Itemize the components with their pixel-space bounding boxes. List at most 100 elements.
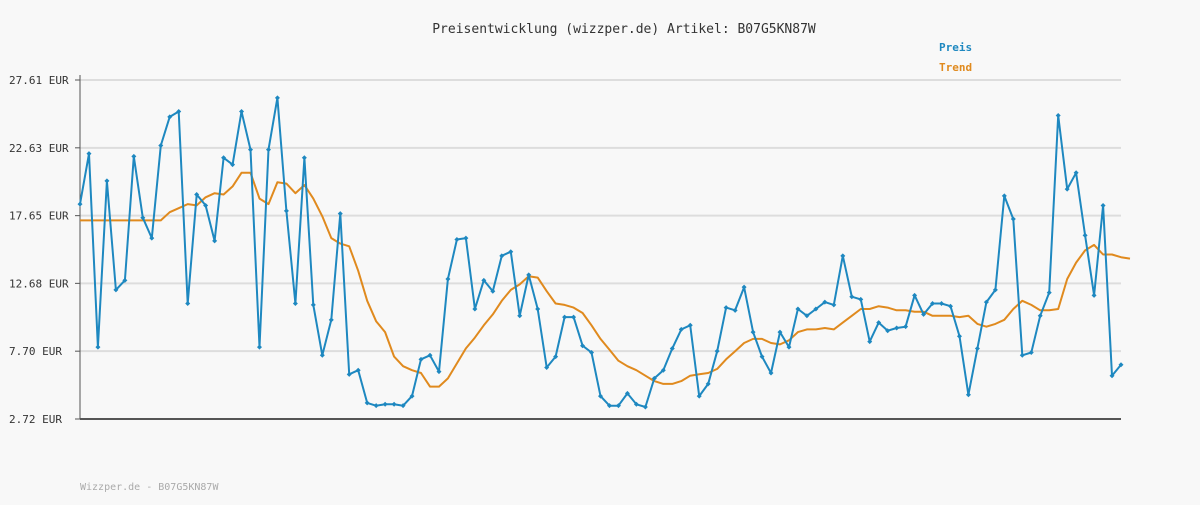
price-point [319, 352, 325, 358]
legend-preis: Preis [939, 41, 972, 54]
price-point [517, 313, 523, 319]
price-point [777, 329, 783, 335]
price-point [292, 301, 298, 307]
price-point [140, 215, 146, 221]
price-point [553, 354, 559, 360]
price-point [355, 367, 361, 373]
price-point [580, 343, 586, 349]
price-point [436, 369, 442, 375]
price-point [454, 236, 460, 242]
price-point [642, 404, 648, 410]
y-tick-label: 27.61 EUR [9, 74, 69, 87]
price-point [221, 155, 227, 161]
footer-text: Wizzper.de - B07G5KN87W [80, 482, 219, 493]
price-point [921, 311, 927, 317]
price-point [1100, 202, 1106, 208]
price-point [1118, 362, 1124, 368]
price-point [804, 313, 810, 319]
price-point [113, 287, 119, 293]
legend-trend: Trend [939, 61, 972, 74]
price-point [660, 367, 666, 373]
price-point [481, 277, 487, 283]
price-point [723, 305, 729, 311]
price-point [1064, 186, 1070, 192]
price-point [858, 296, 864, 302]
price-point [759, 354, 765, 360]
price-point [86, 151, 92, 157]
price-point [310, 302, 316, 308]
price-point [364, 400, 370, 406]
price-point [346, 371, 352, 377]
price-point [795, 306, 801, 312]
price-point [876, 320, 882, 326]
y-tick-label: 17.65 EUR [9, 210, 69, 223]
price-point [203, 202, 209, 208]
price-point [885, 328, 891, 334]
price-point [992, 287, 998, 293]
price-point [230, 162, 236, 168]
price-point [283, 208, 289, 214]
price-point [463, 235, 469, 241]
price-point [185, 301, 191, 307]
price-point [409, 393, 415, 399]
price-point [337, 211, 343, 217]
price-point [956, 333, 962, 339]
price-point [535, 306, 541, 312]
price-point [867, 339, 873, 345]
price-point [1046, 290, 1052, 296]
price-point [732, 307, 738, 313]
price-point [651, 375, 657, 381]
price-point [1028, 350, 1034, 356]
y-tick-label: 2.72 EUR [9, 413, 62, 426]
y-axis-labels: 27.61 EUR 22.63 EUR 17.65 EUR 12.68 EUR 7.70… [9, 74, 69, 426]
price-point [95, 344, 101, 350]
price-point [239, 108, 245, 114]
price-point [831, 302, 837, 308]
price-point [1001, 193, 1007, 199]
price-point [256, 344, 262, 350]
price-point [274, 95, 280, 101]
price-point [598, 393, 603, 399]
price-point [427, 352, 433, 358]
price-point [822, 299, 828, 305]
price-point [1019, 352, 1025, 358]
price-point [382, 401, 388, 407]
price-point [912, 292, 918, 298]
y-tick-label: 12.68 EUR [9, 277, 69, 290]
price-point [786, 344, 792, 350]
price-point [983, 299, 989, 305]
price-point [903, 324, 909, 330]
price-point [965, 392, 971, 398]
price-point [499, 253, 505, 259]
price-point [1073, 170, 1079, 176]
price-point [714, 348, 720, 354]
price-point [176, 108, 182, 114]
y-tick-label: 7.70 EUR [9, 345, 62, 358]
price-point [122, 277, 128, 283]
price-point [669, 345, 675, 351]
price-point [678, 326, 684, 332]
price-point [1010, 216, 1016, 222]
price-point [400, 403, 406, 409]
price-point [1037, 313, 1043, 319]
price-point [930, 301, 936, 307]
price-point [939, 301, 945, 307]
price-point [741, 284, 747, 290]
axes [79, 75, 1121, 420]
price-point [633, 401, 639, 407]
price-point [391, 401, 397, 407]
price-point [544, 365, 550, 371]
price-point [624, 390, 630, 396]
price-point [571, 314, 577, 320]
plot-area [77, 95, 1131, 410]
price-point [212, 238, 218, 244]
price-point [947, 303, 953, 309]
price-point [589, 350, 595, 356]
price-point [615, 403, 621, 409]
price-point [562, 314, 568, 320]
price-point [131, 153, 137, 159]
price-point [849, 294, 855, 300]
price-point [696, 393, 702, 399]
price-point [328, 317, 334, 323]
trend-line [80, 171, 1131, 388]
